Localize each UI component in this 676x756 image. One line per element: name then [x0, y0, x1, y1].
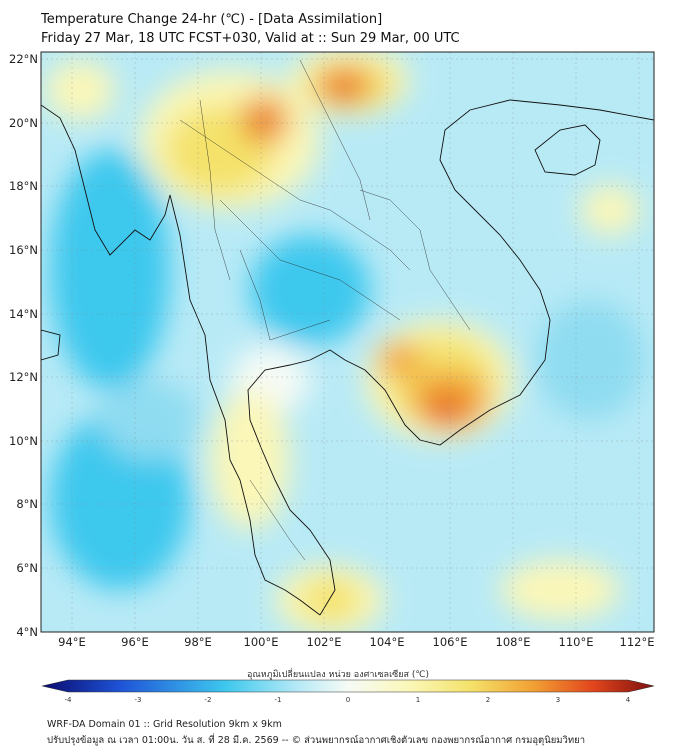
lon-tick-label: 112°E [620, 635, 655, 649]
lat-tick-label: 20°N [9, 116, 38, 130]
lat-tick-label: 14°N [9, 307, 38, 321]
lon-tick-label: 98°E [184, 635, 212, 649]
lon-tick-label: 100°E [244, 635, 279, 649]
footer-credit: ปรับปรุงข้อมูล ณ เวลา 01:00น. วัน ส. ที่… [47, 735, 586, 746]
lon-tick-label: 104°E [370, 635, 405, 649]
colorbar: -4 -3 -2 -1 0 1 2 3 4 [41, 679, 655, 704]
graticule [41, 52, 654, 632]
colorbar-tick-label: -4 [65, 696, 73, 704]
colorbar-tick-label: -1 [275, 696, 282, 704]
map-title: Temperature Change 24-hr (℃) - [Data Ass… [41, 12, 383, 27]
colorbar-tick-label: 0 [346, 696, 350, 704]
colorbar-tick-label: 1 [416, 696, 420, 704]
lon-tick-label: 108°E [496, 635, 531, 649]
lon-axis: 94°E 96°E 98°E 100°E 102°E 104°E 106°E 1… [58, 635, 654, 649]
lon-tick-label: 106°E [433, 635, 468, 649]
lat-tick-label: 6°N [16, 561, 38, 575]
lon-tick-label: 96°E [121, 635, 149, 649]
temperature-field [41, 52, 654, 632]
lat-tick-label: 22°N [9, 52, 38, 66]
colorbar-tick-label: -3 [135, 696, 142, 704]
lon-tick-label: 102°E [307, 635, 342, 649]
map-subtitle: Friday 27 Mar, 18 UTC FCST+030, Valid at… [41, 31, 460, 46]
lat-tick-label: 4°N [16, 625, 38, 639]
lon-tick-label: 110°E [559, 635, 594, 649]
lat-tick-label: 16°N [9, 243, 38, 257]
colorbar-tick-label: -2 [205, 696, 212, 704]
lat-tick-label: 8°N [16, 497, 38, 511]
lat-tick-label: 12°N [9, 370, 38, 384]
coastlines [41, 99, 654, 616]
map-frame [40, 51, 655, 633]
colorbar-tick-label: 3 [556, 696, 560, 704]
lat-tick-label: 10°N [9, 434, 38, 448]
lat-tick-label: 18°N [9, 179, 38, 193]
lat-axis: 22°N 20°N 18°N 16°N 14°N 12°N 10°N 8°N 6… [9, 52, 38, 639]
province-borders [179, 59, 471, 561]
footer-resolution: WRF-DA Domain 01 :: Grid Resolution 9km … [47, 719, 282, 730]
colorbar-label: อุณหภูมิเปลี่ยนแปลง หน่วย องศาเซลเซียส (… [246, 670, 430, 680]
lon-tick-label: 94°E [58, 635, 86, 649]
colorbar-tick-label: 4 [626, 696, 631, 704]
colorbar-tick-label: 2 [486, 696, 490, 704]
colorbar-bar [41, 679, 655, 693]
